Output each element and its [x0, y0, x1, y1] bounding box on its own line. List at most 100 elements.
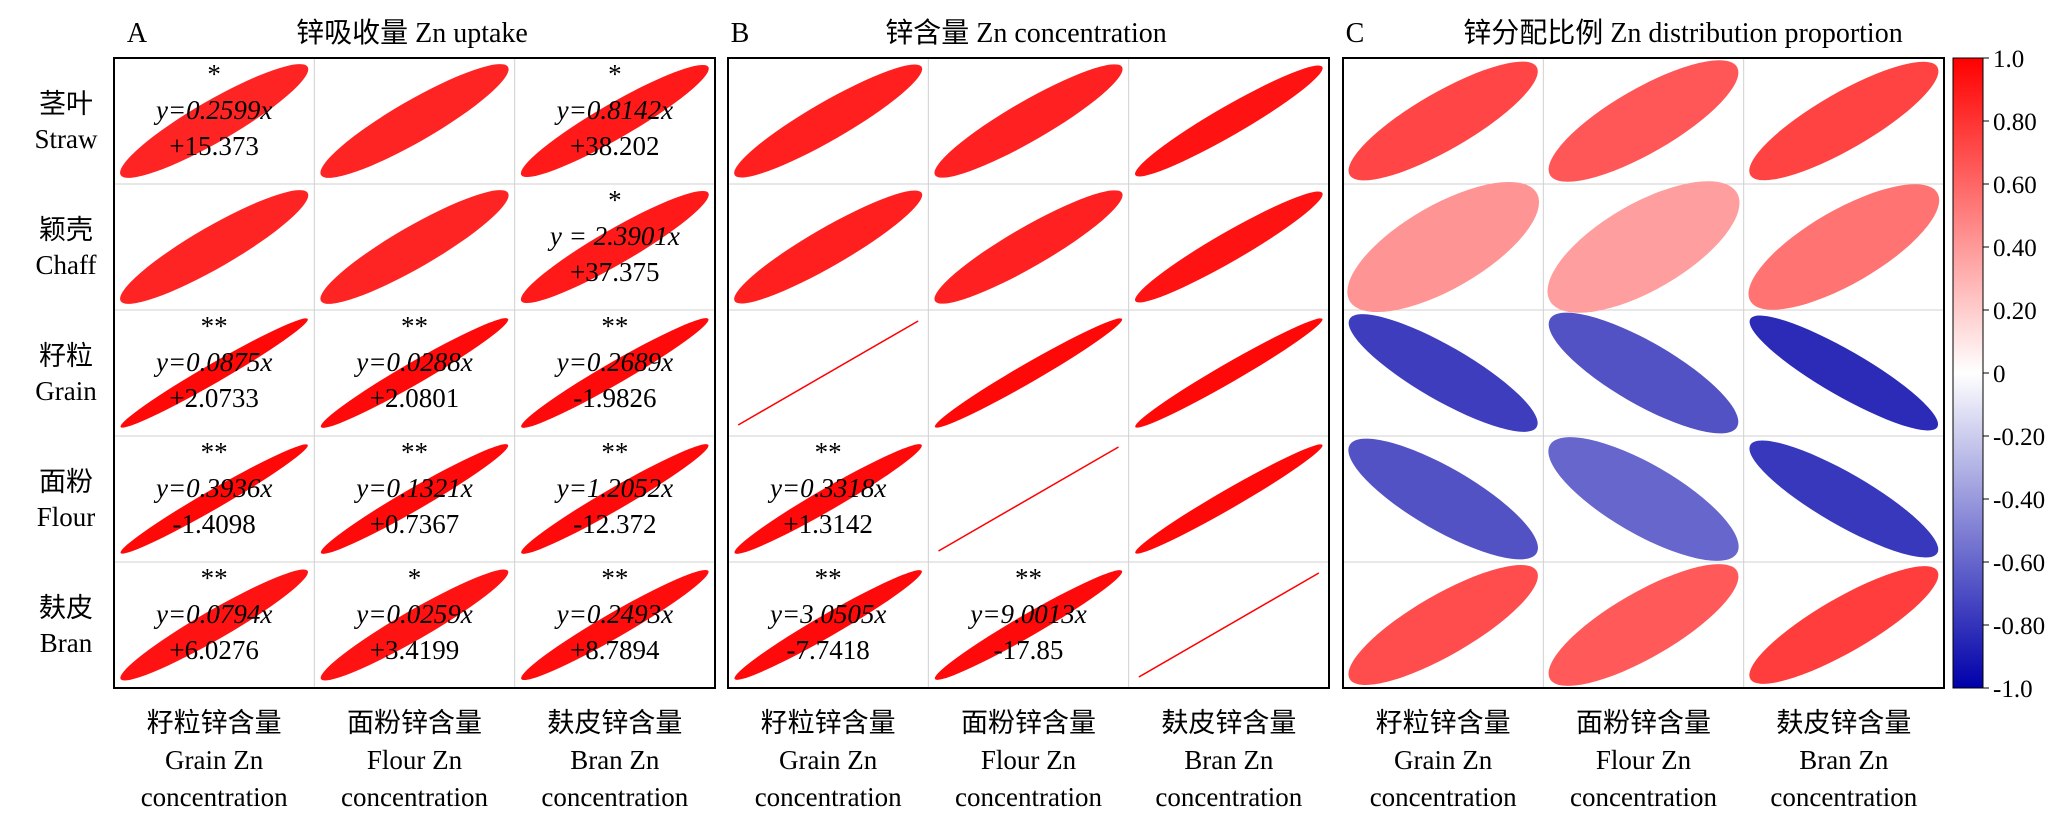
panel-frame — [727, 57, 1330, 689]
regression-equation: y=0.0288x — [353, 347, 472, 377]
row-label-en: Chaff — [36, 250, 97, 280]
colorbar-tick-label: 0.60 — [1993, 172, 2037, 199]
significance-mark: ** — [201, 311, 228, 341]
colorbar-tick-label: -0.60 — [1993, 550, 2045, 577]
correlation-ellipse — [734, 570, 922, 680]
correlation-ellipse — [1749, 440, 1939, 558]
correlation-ellipse — [1348, 314, 1538, 432]
column-label-en: concentration — [141, 782, 288, 812]
panel-letter: B — [731, 18, 750, 49]
correlation-ellipse — [521, 569, 709, 681]
regression-equation: y=0.3318x — [767, 473, 886, 503]
column-label-en: concentration — [755, 782, 902, 812]
column-label-en: concentration — [341, 782, 488, 812]
row-label-en: Straw — [35, 124, 98, 154]
regression-intercept: +0.7367 — [370, 509, 459, 539]
colorbar-tick-label: -0.40 — [1993, 487, 2045, 514]
correlation-ellipse — [120, 318, 308, 428]
row-label-zh: 颖壳 — [39, 215, 93, 245]
correlation-ellipse — [1348, 565, 1538, 685]
correlation-ellipse — [1348, 61, 1538, 181]
regression-intercept: +3.4199 — [370, 635, 459, 665]
panel-letter: A — [127, 18, 148, 49]
correlation-ellipse — [1347, 181, 1540, 313]
correlation-ellipse — [120, 444, 308, 554]
colorbar-tick-label: -0.80 — [1993, 613, 2045, 640]
row-label-zh: 籽粒 — [39, 341, 93, 371]
column-label-zh: 麸皮锌含量 — [547, 708, 682, 738]
correlation-ellipse — [520, 64, 709, 178]
column-label-zh: 麸皮锌含量 — [1776, 708, 1911, 738]
colorbar-tick-label: -0.20 — [1993, 424, 2045, 451]
significance-mark: ** — [401, 311, 428, 341]
column-label-zh: 面粉锌含量 — [347, 708, 482, 738]
column-label-en: concentration — [1155, 782, 1302, 812]
regression-intercept: +2.0733 — [169, 383, 258, 413]
row-label-zh: 茎叶 — [39, 89, 93, 119]
significance-mark: ** — [815, 437, 842, 467]
column-label-en: concentration — [1370, 782, 1517, 812]
regression-intercept: -7.7418 — [787, 635, 870, 665]
correlation-ellipse — [521, 318, 709, 428]
correlation-ellipse — [520, 190, 709, 304]
regression-equation: y=0.1321x — [353, 473, 472, 503]
regression-intercept: +37.375 — [570, 257, 659, 287]
correlation-ellipse — [938, 446, 1119, 552]
correlation-ellipse — [320, 569, 509, 681]
correlation-ellipse — [1548, 60, 1739, 182]
colorbar-tick-label: 0.80 — [1993, 109, 2037, 136]
panel-frame — [113, 57, 716, 689]
correlation-ellipse — [320, 318, 509, 428]
significance-mark: ** — [601, 563, 628, 593]
correlation-ellipse — [120, 64, 309, 178]
column-label-en: concentration — [1770, 782, 1917, 812]
correlation-ellipse — [320, 64, 509, 178]
row-label-en: Grain — [35, 376, 97, 406]
panel-title: 锌含量 Zn concentration — [885, 17, 1166, 49]
row-label-zh: 麸皮 — [39, 593, 93, 623]
column-label-en: Grain Zn — [779, 745, 878, 775]
column-label-en: Grain Zn — [1394, 745, 1493, 775]
correlation-ellipse — [934, 190, 1123, 304]
regression-equation: y=0.0875x — [153, 347, 272, 377]
regression-intercept: +8.7894 — [570, 635, 660, 665]
correlation-ellipse — [1135, 191, 1323, 303]
correlation-ellipse — [1135, 318, 1323, 428]
column-label-en: concentration — [1570, 782, 1717, 812]
regression-intercept: +15.373 — [169, 131, 258, 161]
column-label-zh: 麸皮锌含量 — [1161, 708, 1296, 738]
row-label-en: Bran — [40, 628, 93, 658]
significance-mark: * — [608, 185, 622, 215]
correlation-ellipse — [1548, 437, 1739, 561]
correlation-ellipse — [1749, 315, 1939, 431]
correlation-ellipse — [1548, 564, 1739, 686]
column-label-en: Bran Zn — [570, 745, 660, 775]
row-label-en: Flour — [37, 502, 96, 532]
correlation-ellipse — [934, 64, 1123, 178]
correlation-ellipse — [1348, 438, 1538, 560]
column-label-en: concentration — [955, 782, 1102, 812]
regression-intercept: -12.372 — [573, 509, 656, 539]
correlation-ellipse — [734, 190, 923, 304]
regression-equation: y=3.0505x — [767, 599, 886, 629]
significance-mark: ** — [815, 563, 842, 593]
correlation-ellipse — [1135, 444, 1323, 554]
regression-equation: y=0.2689x — [554, 347, 673, 377]
colorbar-tick-label: 1.0 — [1993, 46, 2024, 73]
correlation-ellipse — [1547, 181, 1740, 313]
regression-equation: y = 2.3901x — [547, 221, 680, 251]
column-label-en: Bran Zn — [1799, 745, 1889, 775]
correlation-ellipse — [734, 444, 922, 554]
significance-mark: ** — [401, 437, 428, 467]
significance-mark: * — [408, 563, 422, 593]
colorbar — [1952, 57, 1984, 689]
significance-mark: ** — [601, 311, 628, 341]
colorbar-tick-label: 0.20 — [1993, 298, 2037, 325]
column-label-en: concentration — [541, 782, 688, 812]
column-label-en: Flour Zn — [981, 745, 1077, 775]
column-label-zh: 籽粒锌含量 — [1376, 708, 1511, 738]
colorbar-tick-label: -1.0 — [1993, 676, 2033, 703]
correlation-ellipse — [120, 190, 309, 304]
colorbar-tick-label: 0.40 — [1993, 235, 2037, 262]
regression-intercept: -1.9826 — [573, 383, 656, 413]
